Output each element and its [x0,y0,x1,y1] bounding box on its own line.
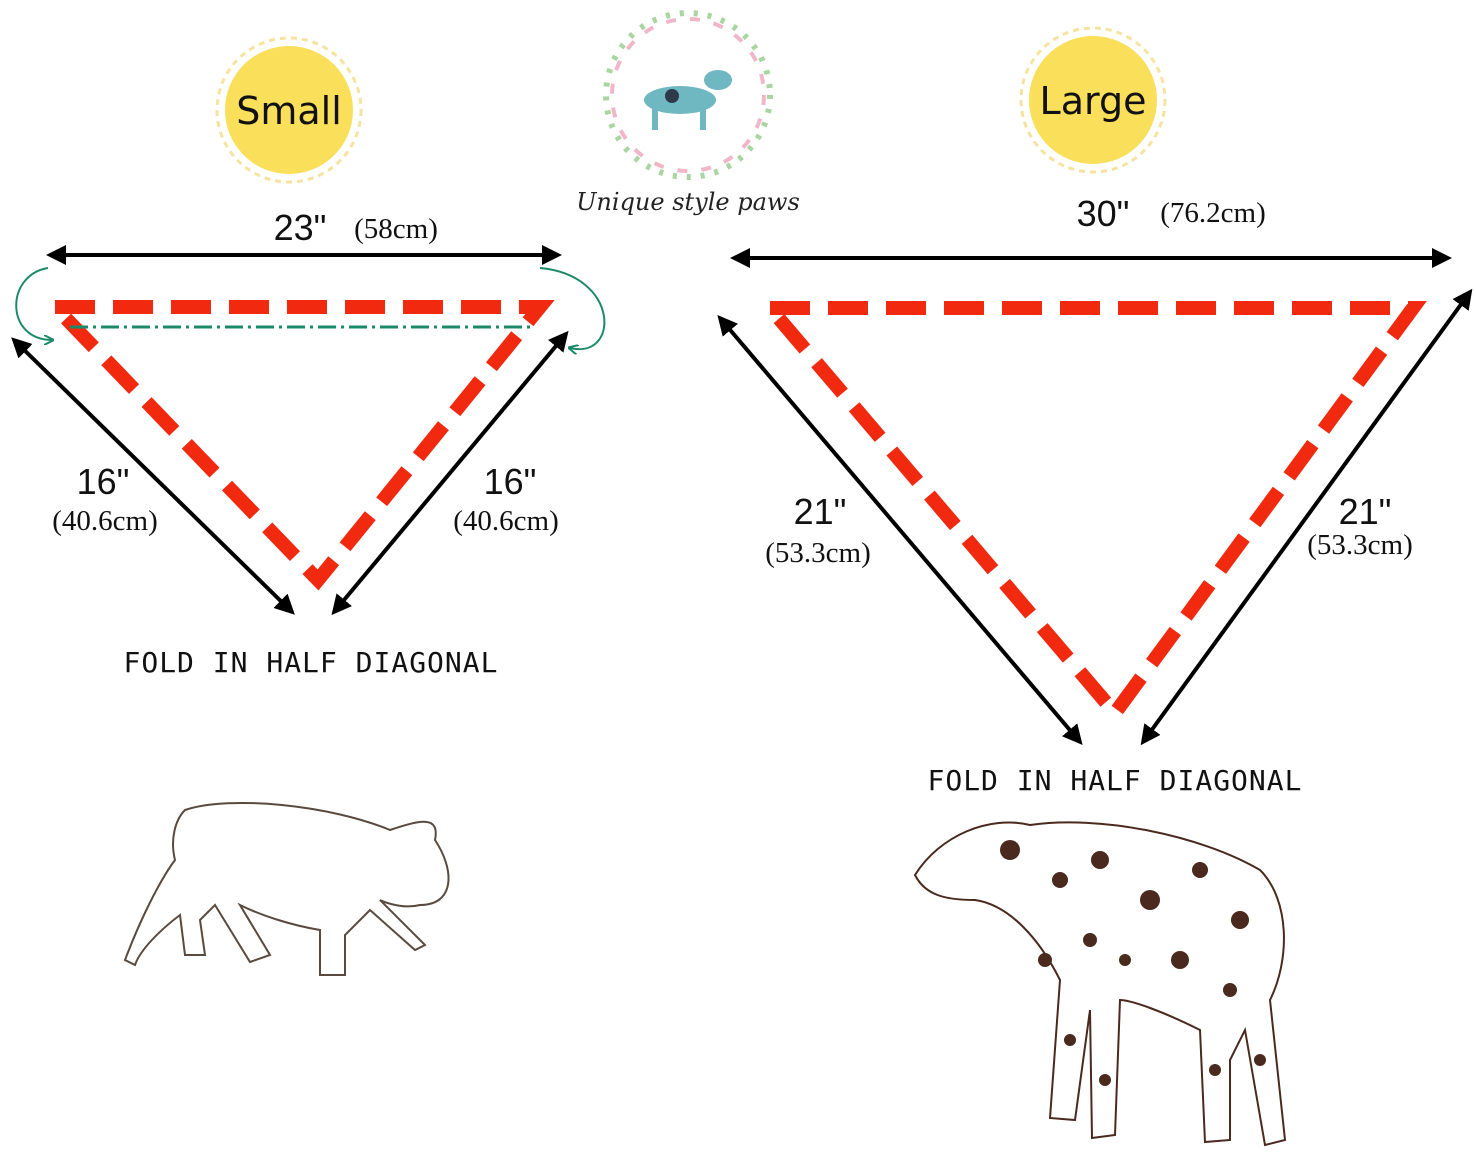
side-inch: 21" [794,491,847,532]
size-label: Small [236,89,342,133]
large-diagram: 30" (76.2cm) 21" (53.3cm) 21" (53.3cm) F… [717,193,1473,797]
side-cm: (40.6cm) [453,505,559,537]
width-cm: (58cm) [354,213,438,245]
side-inch: 16" [77,461,130,502]
small-badge: Small [215,36,363,184]
fold-arrow [539,267,606,349]
fold-note: FOLD IN HALF DIAGONAL [927,764,1302,797]
dalmatian-illustration [913,821,1287,1147]
fold-note: FOLD IN HALF DIAGONAL [123,646,498,679]
width-inch: 30" [1077,193,1130,234]
bandana-outline [754,301,1427,725]
side-arrow [1140,288,1473,746]
side-arrow [331,330,569,616]
side-cm: (40.6cm) [52,505,158,537]
bandana-outline [38,300,555,591]
side-cm: (53.3cm) [765,537,871,569]
side-cm: (53.3cm) [1307,529,1413,561]
width-cm: (76.2cm) [1160,197,1266,229]
logo-text: Unique style paws [576,188,800,216]
bulldog-illustration [123,801,450,976]
large-badge: Large [1019,26,1167,174]
width-inch: 23" [274,207,327,248]
size-label: Large [1040,79,1147,123]
fold-arrow [15,267,52,340]
side-arrow [717,314,1083,746]
side-arrow [11,337,295,615]
logo: Unique style paws [576,10,800,216]
small-diagram: 23" (58cm) 16" (40.6cm) 16" (40.6cm) FOL… [11,207,606,679]
side-inch: 16" [484,461,537,502]
side-inch: 21" [1339,491,1392,532]
